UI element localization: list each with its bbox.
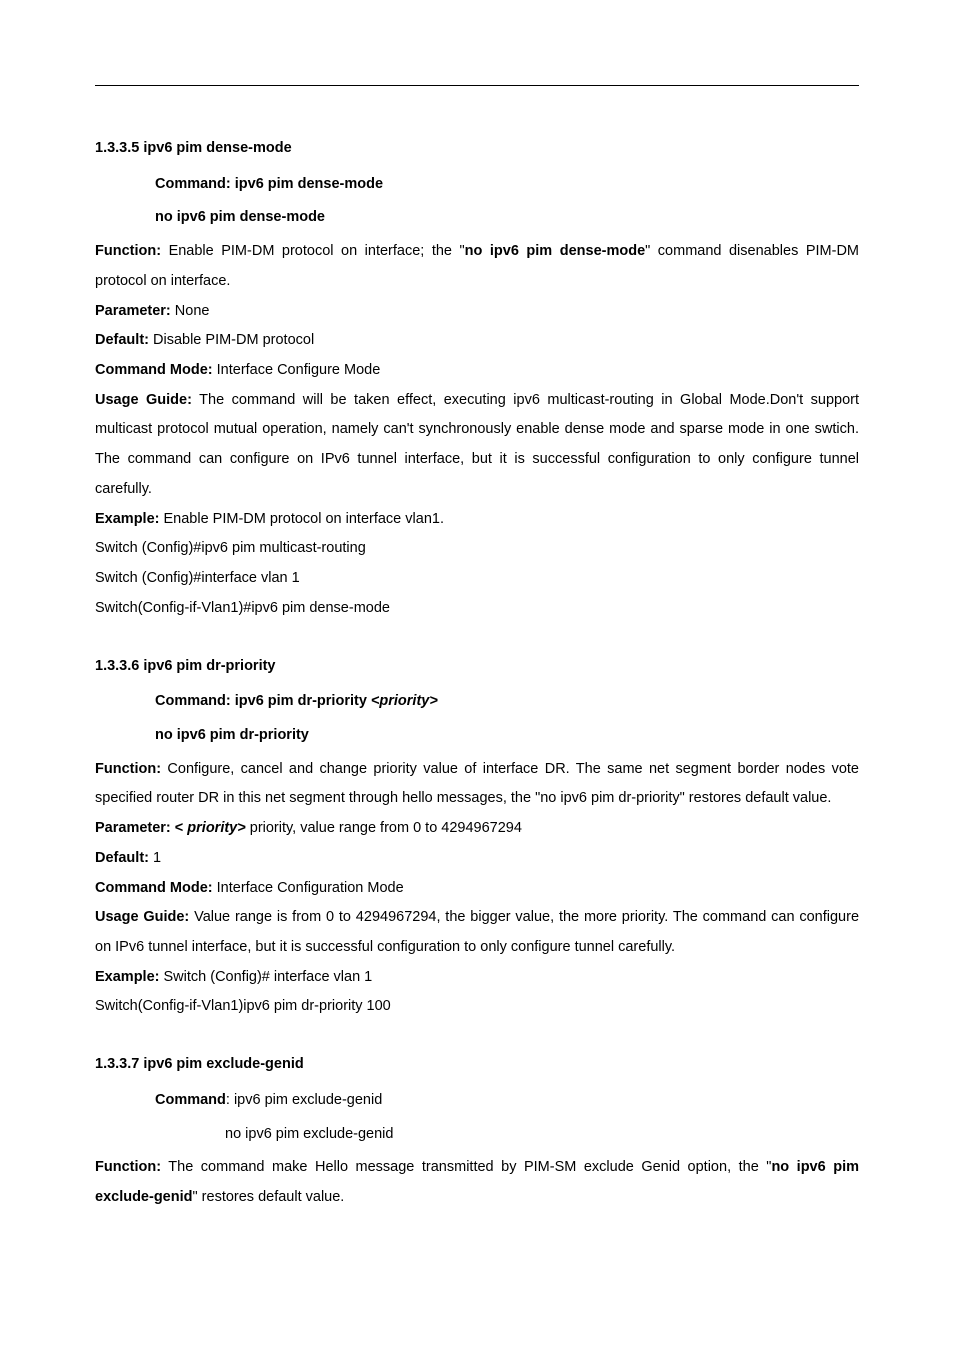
parameter-line-2: Parameter: < priority> priority, value r…	[95, 814, 859, 844]
function-para-2: Function: Configure, cancel and change p…	[95, 755, 859, 814]
cmd-3-label: Command	[155, 1092, 226, 1108]
function-text-3b: " restores default value.	[193, 1189, 345, 1205]
usage-label-2: Usage Guide:	[95, 909, 194, 925]
mode-text-2: Interface Configuration Mode	[213, 880, 404, 896]
function-text-1a: Enable PIM-DM protocol on interface; the…	[161, 243, 465, 259]
code-line-1-3: Switch(Config-if-Vlan1)#ipv6 pim dense-m…	[95, 594, 859, 624]
usage-para-2: Usage Guide: Value range is from 0 to 42…	[95, 903, 859, 962]
parameter-text-1: None	[175, 303, 210, 319]
parameter-label-2: Parameter: <	[95, 820, 183, 836]
example-line-1: Example: Enable PIM-DM protocol on inter…	[95, 505, 859, 535]
parameter-label-1: Parameter:	[95, 303, 175, 319]
top-rule	[95, 85, 859, 86]
function-para-1: Function: Enable PIM-DM protocol on inte…	[95, 237, 859, 296]
mode-line-1: Command Mode: Interface Configure Mode	[95, 356, 859, 386]
example-label-2: Example:	[95, 969, 164, 985]
code-line-2-1: Switch(Config-if-Vlan1)ipv6 pim dr-prior…	[95, 992, 859, 1022]
cmd-2-line1-italic: <priority>	[371, 693, 438, 709]
cmd-2-line1-text: Command: ipv6 pim dr-priority	[155, 693, 371, 709]
cmd-2-line1: Command: ipv6 pim dr-priority <priority>	[155, 687, 859, 717]
usage-para-1: Usage Guide: The command will be taken e…	[95, 386, 859, 505]
default-label-2: Default:	[95, 850, 153, 866]
mode-label-2: Command Mode:	[95, 880, 213, 896]
function-bold-1: no ipv6 pim dense-mode	[465, 243, 645, 259]
usage-text-2: Value range is from 0 to 4294967294, the…	[95, 909, 859, 955]
parameter-line-1: Parameter: None	[95, 297, 859, 327]
example-label-1: Example:	[95, 511, 164, 527]
function-label-3: Function:	[95, 1159, 161, 1175]
parameter-text-2: priority, value range from 0 to 42949672…	[250, 820, 522, 836]
example-text-1: Enable PIM-DM protocol on interface vlan…	[164, 511, 444, 527]
section-heading-3: 1.3.3.7 ipv6 pim exclude-genid	[95, 1050, 859, 1080]
example-line-2: Example: Switch (Config)# interface vlan…	[95, 963, 859, 993]
default-label-1: Default:	[95, 332, 149, 348]
example-text-2: Switch (Config)# interface vlan 1	[164, 969, 373, 985]
cmd-1-line2: no ipv6 pim dense-mode	[155, 203, 859, 233]
usage-text-1: The command will be taken effect, execut…	[95, 392, 859, 497]
default-line-1: Default: Disable PIM-DM protocol	[95, 326, 859, 356]
function-label-1: Function:	[95, 243, 161, 259]
parameter-italic-2: priority>	[183, 820, 249, 836]
section-heading-2: 1.3.3.6 ipv6 pim dr-priority	[95, 652, 859, 682]
mode-label-1: Command Mode:	[95, 362, 217, 378]
function-label-2: Function:	[95, 761, 161, 777]
mode-text-1: Interface Configure Mode	[217, 362, 381, 378]
default-text-2: 1	[153, 850, 161, 866]
function-para-3: Function: The command make Hello message…	[95, 1153, 859, 1212]
default-text-1: Disable PIM-DM protocol	[149, 332, 314, 348]
code-line-1-2: Switch (Config)#interface vlan 1	[95, 564, 859, 594]
cmd-1-line1: Command: ipv6 pim dense-mode	[155, 170, 859, 200]
section-heading-1: 1.3.3.5 ipv6 pim dense-mode	[95, 134, 859, 164]
code-line-1-1: Switch (Config)#ipv6 pim multicast-routi…	[95, 534, 859, 564]
mode-line-2: Command Mode: Interface Configuration Mo…	[95, 874, 859, 904]
cmd-2-line2: no ipv6 pim dr-priority	[155, 721, 859, 751]
function-text-2: Configure, cancel and change priority va…	[95, 761, 859, 807]
usage-label-1: Usage Guide:	[95, 392, 192, 408]
cmd-3-line1: Command: ipv6 pim exclude-genid	[155, 1086, 859, 1116]
function-text-3a: The command make Hello message transmitt…	[161, 1159, 771, 1175]
cmd-3-line2: no ipv6 pim exclude-genid	[225, 1120, 859, 1150]
cmd-3-colon: : ipv6 pim exclude-genid	[226, 1092, 382, 1108]
default-line-2: Default: 1	[95, 844, 859, 874]
